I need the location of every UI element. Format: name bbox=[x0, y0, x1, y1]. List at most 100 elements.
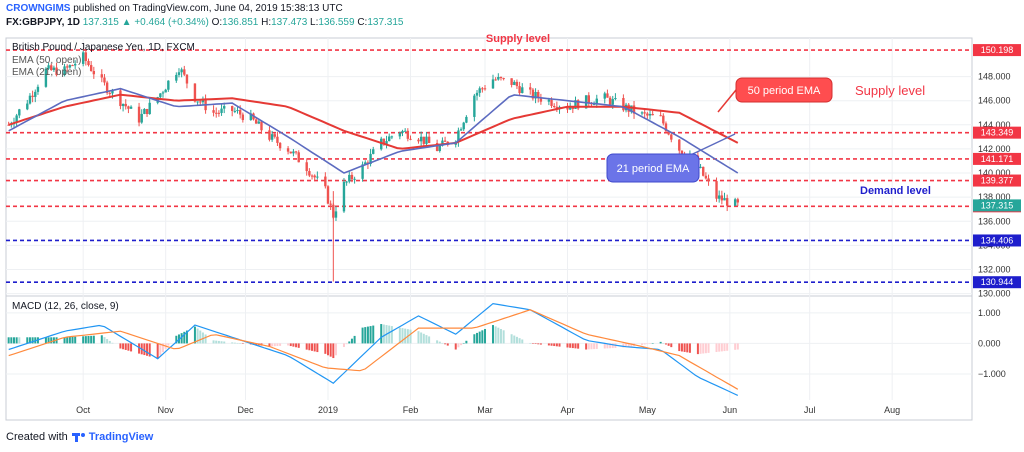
candle-body bbox=[7, 124, 10, 126]
macd-histogram-bar bbox=[422, 333, 425, 344]
candle-body bbox=[664, 123, 668, 132]
macd-histogram-bar bbox=[279, 343, 282, 346]
candle-body bbox=[502, 78, 505, 80]
candle-body bbox=[443, 140, 447, 142]
macd-histogram-bar bbox=[444, 343, 447, 345]
level-tag bbox=[973, 174, 1021, 187]
macd-histogram-bar bbox=[199, 330, 202, 344]
candle-body bbox=[310, 175, 314, 177]
y-tick-label: 146.000 bbox=[978, 96, 1011, 106]
candle-body bbox=[140, 113, 143, 123]
candle-body bbox=[316, 176, 319, 178]
candle-body bbox=[87, 60, 90, 66]
candle-body bbox=[289, 151, 292, 154]
macd-histogram-bar bbox=[734, 343, 737, 350]
annotation-supply-top: Supply level bbox=[486, 33, 550, 45]
macd-histogram-bar bbox=[268, 343, 271, 347]
candle-body bbox=[353, 178, 356, 180]
macd-histogram-bar bbox=[454, 343, 457, 350]
macd-histogram-bar bbox=[204, 334, 207, 344]
candle-body bbox=[103, 77, 106, 83]
candle-body bbox=[342, 181, 346, 212]
macd-histogram-bar bbox=[327, 343, 329, 356]
tradingview-logo[interactable]: TradingView bbox=[71, 431, 153, 443]
candle-body bbox=[398, 132, 402, 137]
x-tick-label: Jul bbox=[804, 405, 816, 415]
candle-body bbox=[334, 211, 338, 218]
annotation-supply-right: Supply level bbox=[855, 83, 925, 98]
macd-histogram-bar bbox=[148, 343, 151, 357]
x-tick-label: May bbox=[639, 405, 657, 415]
macd-histogram-bar bbox=[566, 343, 569, 348]
macd-histogram-bar bbox=[457, 343, 460, 348]
macd-histogram-bar bbox=[622, 343, 625, 348]
candle-body bbox=[66, 66, 69, 68]
macd-pane bbox=[7, 302, 739, 396]
candle-body bbox=[148, 102, 151, 115]
candle-body bbox=[55, 67, 58, 76]
signal-line bbox=[8, 309, 739, 390]
ema21-callout-label: 21 period EMA bbox=[617, 163, 690, 175]
low-value: 136.559 bbox=[318, 17, 355, 28]
macd-histogram-bar bbox=[680, 343, 683, 352]
candle-body bbox=[388, 136, 391, 142]
macd-histogram-bar bbox=[183, 331, 186, 344]
candle-body bbox=[550, 99, 553, 106]
macd-histogram-bar bbox=[350, 338, 353, 344]
candle-body bbox=[646, 113, 649, 116]
candle-body bbox=[457, 130, 460, 142]
macd-histogram-bar bbox=[649, 343, 651, 344]
candle-body bbox=[241, 114, 245, 121]
x-tick-label: 2019 bbox=[318, 405, 338, 415]
candle-body bbox=[491, 79, 495, 89]
macd-histogram-bar bbox=[241, 343, 244, 344]
candle-body bbox=[199, 101, 202, 103]
candle-body bbox=[462, 122, 465, 130]
macd-histogram-bar bbox=[111, 342, 114, 344]
author[interactable]: CROWNGIMS bbox=[6, 3, 71, 14]
candle-body bbox=[276, 136, 279, 143]
level-tag bbox=[973, 44, 1021, 57]
macd-histogram-bar bbox=[162, 343, 165, 353]
macd-histogram-bar bbox=[547, 343, 550, 346]
level-tag bbox=[973, 126, 1021, 139]
low-label: L: bbox=[310, 17, 319, 28]
macd-histogram-bar bbox=[276, 343, 279, 347]
macd-histogram-bar bbox=[146, 343, 149, 356]
macd-histogram-bar bbox=[175, 335, 178, 344]
macd-histogram-bar bbox=[212, 340, 215, 344]
candle-body bbox=[329, 203, 332, 205]
macd-histogram-bar bbox=[476, 332, 479, 344]
candle-body bbox=[651, 113, 654, 116]
candle-body bbox=[595, 98, 598, 105]
candle-body bbox=[326, 186, 330, 204]
macd-histogram-bar bbox=[342, 343, 345, 347]
macd-histogram-bar bbox=[446, 343, 449, 346]
macd-histogram-bar bbox=[646, 343, 649, 345]
candle-body bbox=[193, 83, 197, 102]
macd-histogram-bar bbox=[122, 343, 125, 350]
candle-body bbox=[361, 164, 364, 179]
macd-histogram-bar bbox=[334, 343, 337, 356]
candle-body bbox=[611, 99, 614, 105]
candle-body bbox=[68, 65, 72, 68]
macd-histogram-bar bbox=[460, 343, 463, 346]
candle-body bbox=[145, 108, 149, 115]
candle-body bbox=[417, 139, 420, 142]
macd-line bbox=[8, 302, 739, 396]
candle-body bbox=[401, 130, 404, 133]
candle-body bbox=[723, 198, 726, 201]
candle-body bbox=[518, 86, 521, 94]
candle-body bbox=[382, 138, 386, 144]
candle-body bbox=[606, 93, 609, 98]
macd-histogram-bar bbox=[537, 343, 540, 345]
candle-body bbox=[212, 110, 215, 113]
candle-body bbox=[28, 95, 32, 104]
macd-histogram-bar bbox=[462, 342, 465, 344]
candle-body bbox=[350, 174, 354, 180]
candle-body bbox=[230, 106, 234, 111]
macd-histogram-bar bbox=[366, 326, 369, 344]
axes: Oct Nov Dec 2019 Feb Mar Apr May Jun Jul Aug 130.00… bbox=[76, 44, 1021, 415]
macd-histogram-bar bbox=[494, 326, 497, 344]
